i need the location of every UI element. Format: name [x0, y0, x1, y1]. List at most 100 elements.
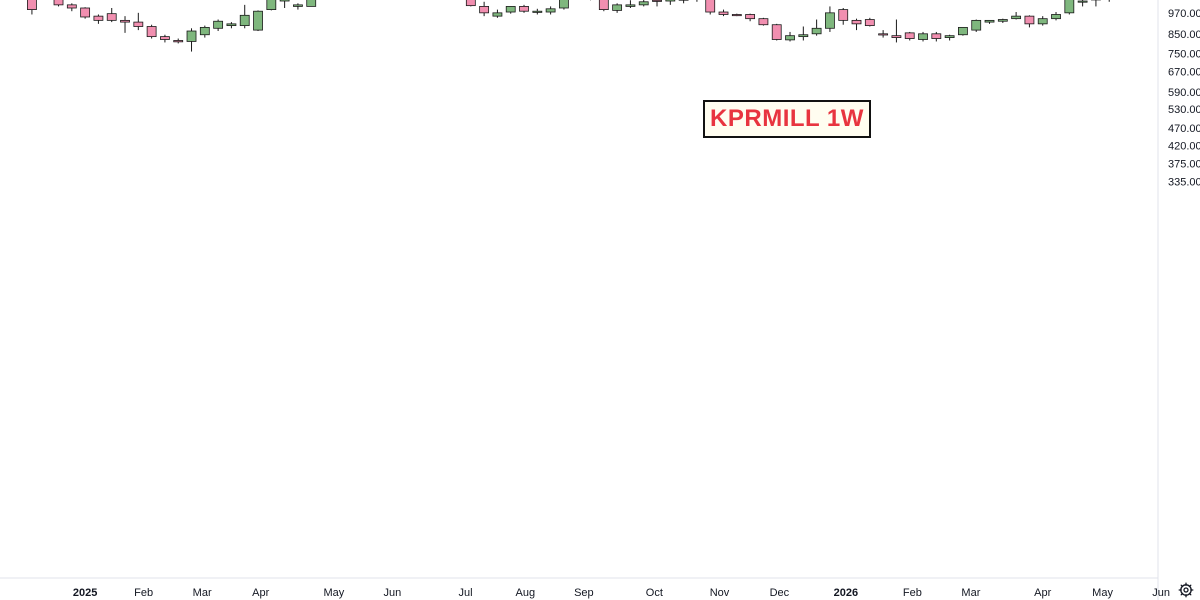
- candle-body-down: [891, 35, 902, 38]
- candle: [971, 19, 982, 32]
- candle: [519, 4, 529, 13]
- candle: [997, 18, 1008, 23]
- candle-body-down: [718, 11, 729, 15]
- candle-body-up: [266, 0, 277, 10]
- candle: [505, 6, 516, 14]
- candle-body-up: [226, 23, 237, 27]
- candle: [904, 31, 915, 41]
- x-tick-label: Dec: [770, 587, 790, 599]
- candle-body-down: [652, 0, 662, 2]
- candle: [239, 4, 250, 29]
- candle-body-up: [1077, 0, 1088, 3]
- x-tick-label: Apr: [252, 587, 269, 599]
- candle: [825, 6, 835, 32]
- candle: [745, 13, 756, 22]
- y-tick-label: 750.00: [1168, 49, 1200, 61]
- settings-button[interactable]: [1176, 580, 1196, 600]
- y-tick-label: 375.00: [1168, 159, 1200, 171]
- candle: [1091, 0, 1101, 7]
- candle-body-up: [1051, 14, 1061, 20]
- candle: [638, 0, 649, 7]
- candle: [53, 0, 64, 7]
- candle: [612, 3, 623, 13]
- candle-body-up: [213, 20, 224, 29]
- candle: [984, 19, 995, 24]
- candle: [785, 31, 795, 42]
- candle: [173, 38, 184, 44]
- candle-body-up: [505, 6, 516, 13]
- candle: [293, 3, 303, 10]
- candle: [492, 9, 503, 18]
- candle: [559, 0, 569, 10]
- candle-body-up: [1064, 0, 1075, 14]
- candle: [80, 7, 91, 19]
- candle: [718, 9, 729, 17]
- candle-body-up: [798, 34, 809, 38]
- candle-body-up: [293, 4, 303, 7]
- candle: [598, 0, 609, 12]
- x-tick-label: Aug: [516, 587, 536, 599]
- x-tick-label: Jun: [383, 587, 401, 599]
- candle: [944, 34, 955, 41]
- candle-body-up: [997, 19, 1008, 22]
- x-tick-label: Nov: [710, 587, 730, 599]
- candle: [186, 28, 197, 52]
- candle-body-down: [106, 13, 117, 21]
- x-tick-label: Jul: [458, 587, 472, 599]
- x-tick-label: Mar: [961, 587, 980, 599]
- candle-body-up: [984, 19, 995, 23]
- candle: [931, 31, 942, 42]
- candle-body-down: [146, 26, 157, 38]
- candle: [918, 31, 928, 42]
- candle-body-up: [958, 26, 968, 36]
- candle: [1037, 16, 1048, 26]
- candle-body-up: [665, 0, 676, 2]
- candle: [1108, 0, 1110, 2]
- candle: [678, 0, 689, 4]
- candle: [266, 0, 277, 11]
- candle-body-up: [492, 12, 503, 17]
- candle: [1064, 0, 1075, 15]
- x-tick-label: 2025: [73, 587, 97, 599]
- candle: [226, 22, 237, 29]
- candle: [811, 19, 822, 36]
- candle: [771, 23, 782, 41]
- candle: [532, 8, 543, 15]
- gear-icon: [1178, 582, 1194, 598]
- y-tick-label: 850.00: [1168, 29, 1200, 41]
- x-tick-label: Mar: [193, 587, 212, 599]
- candle: [66, 3, 77, 12]
- candle-body-up: [306, 0, 317, 7]
- candle: [306, 0, 317, 7]
- candle-body-down: [598, 0, 609, 10]
- y-tick-label: 335.00: [1168, 177, 1200, 189]
- candle-body-down: [904, 32, 915, 39]
- candle: [93, 14, 104, 24]
- candle-body-down: [53, 0, 64, 6]
- candle: [465, 0, 476, 7]
- x-tick-label: Oct: [646, 587, 663, 599]
- candle-body-up: [638, 1, 649, 6]
- candle: [705, 0, 716, 15]
- candle-body-down: [745, 14, 756, 20]
- candle: [731, 13, 742, 17]
- candle: [545, 6, 556, 15]
- candle-body-down: [479, 6, 490, 14]
- candle-body-down: [864, 19, 875, 27]
- candle: [253, 10, 263, 32]
- candle-body-down: [133, 21, 144, 27]
- candle-body-up: [811, 27, 822, 35]
- candle: [878, 30, 889, 38]
- candle: [758, 17, 769, 26]
- candle: [279, 0, 290, 8]
- candle: [851, 18, 862, 31]
- candle: [27, 0, 37, 15]
- candle-body-up: [944, 35, 955, 38]
- candle-body-down: [1024, 15, 1035, 25]
- candle: [213, 19, 224, 32]
- candle-body-up: [199, 26, 210, 36]
- candle-body-down: [771, 24, 782, 40]
- candle-body-up: [612, 4, 623, 11]
- candle: [1011, 12, 1022, 20]
